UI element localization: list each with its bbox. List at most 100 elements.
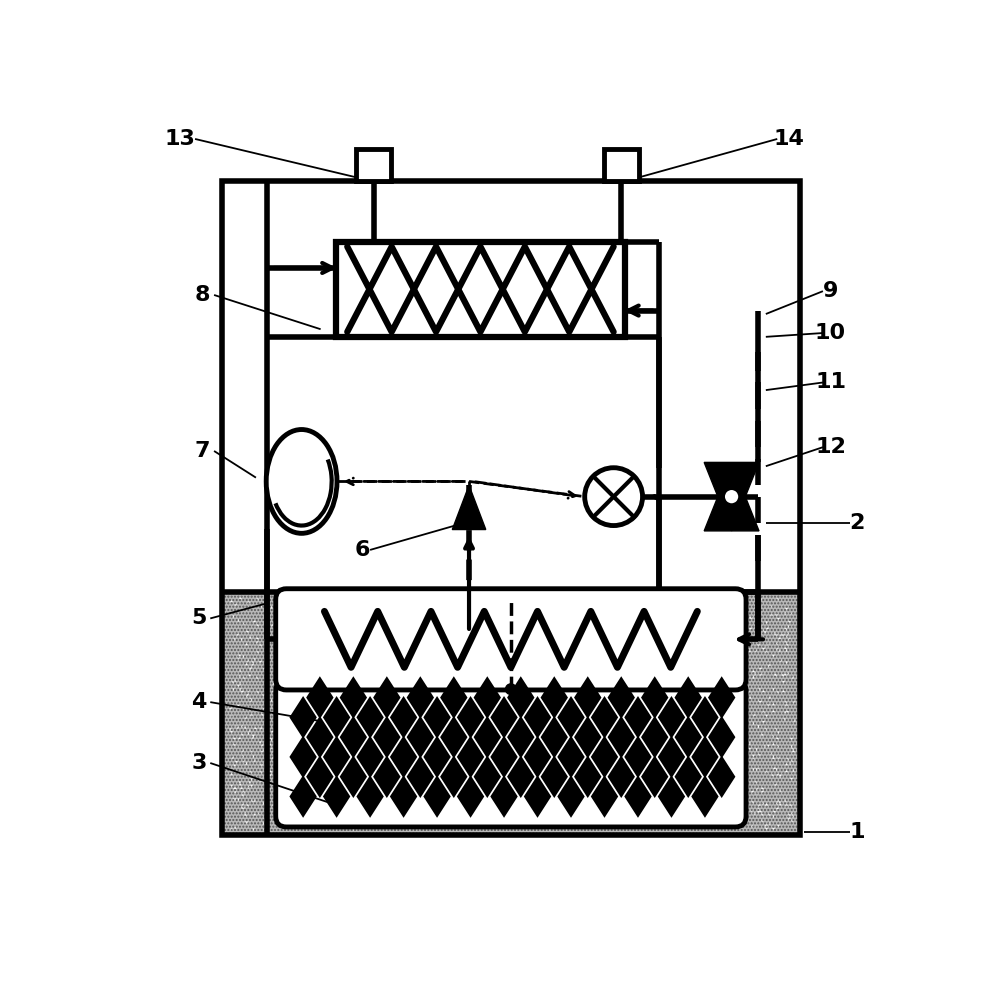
Point <box>654 810 670 826</box>
Point <box>342 628 357 644</box>
Point <box>547 788 563 804</box>
Point <box>712 742 728 758</box>
Point <box>732 706 747 721</box>
Point <box>514 597 529 612</box>
Point <box>480 810 496 826</box>
Point <box>374 797 390 813</box>
Point <box>428 810 444 826</box>
Point <box>377 803 393 819</box>
Point <box>748 781 764 797</box>
Point <box>664 758 680 774</box>
Point <box>238 755 253 771</box>
Point <box>281 778 297 794</box>
Point <box>651 595 667 610</box>
Point <box>773 768 789 784</box>
Point <box>286 669 301 685</box>
Point <box>786 694 801 710</box>
Point <box>731 809 746 825</box>
Point <box>361 729 377 745</box>
Point <box>465 680 481 696</box>
Point <box>598 805 614 821</box>
Point <box>277 760 293 776</box>
Point <box>393 724 409 740</box>
Point <box>777 634 792 650</box>
Point <box>580 769 596 785</box>
Point <box>436 768 452 784</box>
Point <box>337 726 353 742</box>
Point <box>704 729 720 745</box>
Point <box>589 709 605 724</box>
Point <box>662 680 678 696</box>
Point <box>317 775 333 791</box>
Point <box>525 684 541 700</box>
Point <box>722 695 737 711</box>
Point <box>415 802 431 818</box>
Point <box>266 784 282 800</box>
Point <box>638 753 654 769</box>
Point <box>765 736 781 752</box>
Point <box>370 635 386 651</box>
Point <box>441 745 457 761</box>
Point <box>580 799 596 815</box>
Point <box>255 795 271 811</box>
Point <box>431 658 447 674</box>
Polygon shape <box>457 735 484 778</box>
Point <box>631 625 647 641</box>
Point <box>319 810 335 826</box>
Point <box>672 650 687 666</box>
Polygon shape <box>708 676 736 718</box>
Point <box>311 756 327 772</box>
Point <box>405 732 420 748</box>
Point <box>293 776 308 792</box>
Point <box>449 754 464 770</box>
Point <box>249 617 265 633</box>
Point <box>231 774 246 790</box>
Point <box>510 647 525 663</box>
Point <box>413 603 429 618</box>
Point <box>395 608 410 624</box>
Point <box>715 767 731 783</box>
Point <box>713 591 729 606</box>
Point <box>523 816 539 831</box>
Point <box>243 691 258 707</box>
Point <box>781 631 796 647</box>
Point <box>320 798 336 814</box>
Point <box>767 776 783 792</box>
Point <box>598 602 614 617</box>
Point <box>521 592 537 607</box>
Polygon shape <box>340 716 367 758</box>
Point <box>261 665 277 681</box>
Point <box>634 723 650 739</box>
Point <box>525 699 541 715</box>
Point <box>375 768 391 784</box>
Text: 3: 3 <box>191 753 206 773</box>
Point <box>416 634 432 650</box>
Point <box>771 630 787 646</box>
Point <box>719 732 735 748</box>
Point <box>367 666 383 682</box>
Point <box>755 683 771 699</box>
Point <box>694 729 710 745</box>
Point <box>734 696 749 712</box>
Point <box>526 689 542 705</box>
Point <box>243 693 258 709</box>
Point <box>387 616 403 632</box>
Point <box>242 628 257 644</box>
Point <box>570 677 585 693</box>
Point <box>428 782 444 798</box>
Point <box>598 684 614 700</box>
Point <box>637 628 653 644</box>
Point <box>681 662 696 678</box>
Point <box>393 691 409 707</box>
Point <box>265 675 281 691</box>
Point <box>596 771 612 787</box>
Point <box>482 773 498 789</box>
Point <box>750 798 766 814</box>
Point <box>622 612 637 628</box>
Point <box>559 812 574 827</box>
Point <box>614 735 629 751</box>
Point <box>321 795 337 811</box>
Point <box>620 651 635 667</box>
Point <box>501 630 517 646</box>
Point <box>779 628 794 644</box>
